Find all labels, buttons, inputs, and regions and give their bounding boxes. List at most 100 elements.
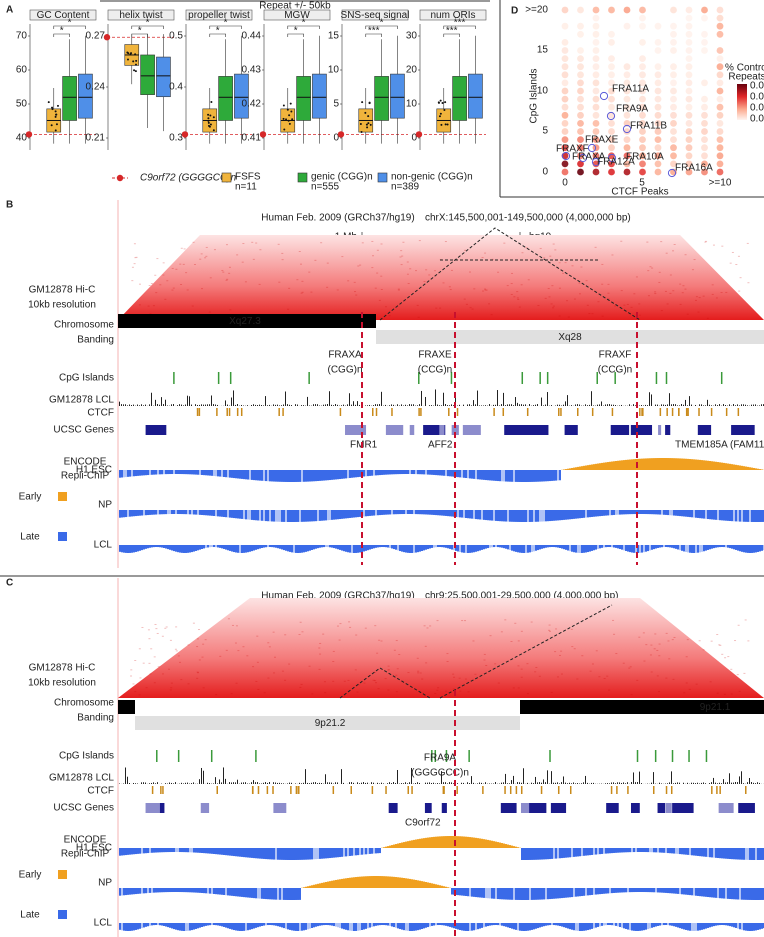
dot — [623, 120, 631, 127]
signal — [737, 782, 738, 784]
track-label: UCSC Genes — [53, 803, 114, 814]
repli-signal — [557, 470, 559, 481]
label: A — [6, 5, 13, 16]
hic-speck — [530, 621, 533, 623]
repli-signal — [429, 923, 431, 927]
signal — [723, 779, 724, 784]
repli-signal — [409, 878, 411, 888]
repli-signal — [391, 545, 393, 549]
repli-signal — [677, 458, 679, 470]
repli-signal — [669, 510, 671, 516]
signal — [247, 783, 248, 784]
repli-signal — [225, 510, 227, 518]
repli-signal — [165, 848, 167, 853]
repli-signal — [435, 510, 437, 516]
repli-signal — [397, 877, 399, 888]
repli-signal — [759, 469, 761, 470]
point — [444, 101, 447, 104]
repli-signal — [465, 888, 467, 897]
signal — [121, 404, 122, 406]
repli-signal — [669, 923, 671, 926]
repli-signal — [577, 466, 579, 470]
repli-signal — [221, 510, 223, 517]
repli-signal — [165, 510, 167, 515]
hic-speck — [407, 672, 410, 674]
repli-signal — [603, 848, 605, 854]
hic-speck — [521, 252, 524, 254]
y-tick-label: 10 — [406, 99, 418, 110]
dot — [561, 47, 569, 54]
hic-speck — [257, 688, 260, 690]
repli-signal — [165, 470, 167, 475]
repli-signal — [237, 470, 239, 479]
repli-signal — [703, 460, 705, 470]
hic-speck — [658, 271, 661, 273]
repli-signal — [631, 459, 633, 470]
label: n=555 — [311, 182, 340, 193]
hic-speck — [489, 635, 492, 637]
signal — [157, 782, 158, 784]
repli-signal — [259, 848, 261, 859]
repli-signal — [681, 848, 683, 855]
hic-speck — [729, 262, 732, 264]
repli-signal — [525, 470, 527, 482]
repli-signal — [339, 879, 341, 888]
repli-signal — [593, 545, 595, 551]
repli-signal — [339, 923, 341, 928]
site-marker — [591, 157, 601, 167]
repli-signal — [413, 470, 415, 475]
repli-signal — [633, 459, 635, 470]
repli-signal — [129, 510, 131, 517]
signal — [543, 405, 544, 406]
dot — [654, 95, 662, 103]
box — [234, 73, 249, 119]
hic-speck — [180, 679, 183, 681]
repli-signal — [571, 888, 573, 898]
repli-signal — [235, 470, 237, 479]
repli-signal — [535, 923, 537, 929]
hic-speck — [567, 316, 570, 318]
repli-signal — [487, 470, 489, 481]
repli-signal — [681, 888, 683, 895]
repli-signal — [679, 510, 681, 517]
dot — [670, 79, 677, 87]
repli-signal — [735, 888, 737, 900]
repli-signal — [759, 545, 761, 552]
dot — [654, 71, 662, 79]
repli-signal — [465, 923, 467, 931]
hic-speck — [510, 641, 513, 643]
hic-speck — [667, 640, 670, 642]
repli-signal — [727, 848, 729, 859]
repli-signal — [703, 545, 705, 552]
repli-signal — [309, 885, 311, 888]
repli-signal — [347, 470, 349, 479]
bracket — [209, 33, 226, 37]
repli-signal — [231, 848, 233, 856]
hic-speck — [702, 649, 705, 651]
repli-signal — [719, 545, 721, 548]
repli-signal — [459, 545, 461, 553]
signal — [187, 782, 188, 784]
repli-signal — [467, 510, 469, 519]
repli-signal — [571, 923, 573, 930]
repli-signal — [309, 923, 311, 929]
repli-signal — [383, 923, 385, 926]
repli-signal — [273, 510, 275, 522]
repli-signal — [319, 923, 321, 926]
repli-signal — [303, 887, 305, 888]
repli-signal — [601, 462, 603, 470]
label: Human Feb. 2009 (GRCh37/hg19) — [261, 213, 414, 224]
dot — [716, 22, 724, 30]
y-tick-label: 0.43 — [242, 65, 262, 76]
repli-signal — [619, 923, 621, 928]
repli-signal — [197, 545, 199, 551]
repli-signal — [245, 510, 247, 520]
point — [207, 121, 210, 124]
signal — [561, 405, 562, 406]
signal — [145, 782, 146, 784]
signal — [561, 782, 562, 784]
repli-signal — [491, 470, 493, 481]
signal — [481, 405, 482, 406]
hic-speck — [372, 255, 375, 257]
repli-signal — [385, 510, 387, 515]
